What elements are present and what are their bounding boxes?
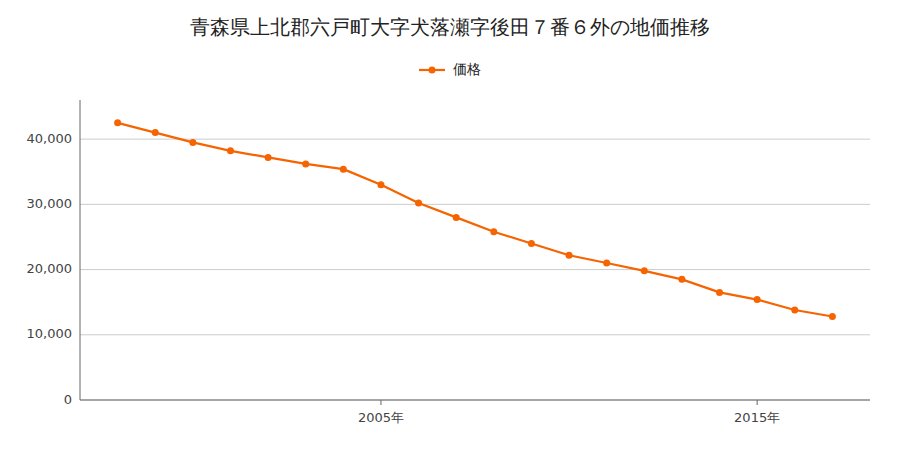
grid-line (80, 400, 870, 401)
point (791, 307, 798, 314)
point (152, 129, 159, 136)
point (453, 214, 460, 221)
title: 青森県上北郡六戸町大字犬落瀬字後田７番６外の地価推移 (190, 15, 710, 39)
y-axis-line (80, 100, 81, 400)
point (265, 154, 272, 161)
point (716, 289, 723, 296)
y-tick-label: 30,000 (27, 196, 73, 211)
point (227, 147, 234, 154)
y-tick-label: 0 (64, 392, 72, 407)
x-tick (757, 400, 758, 405)
point (189, 139, 196, 146)
x-tick (380, 400, 381, 405)
x-tick-label: 2005年 (358, 410, 404, 425)
point (377, 181, 384, 188)
point (114, 119, 121, 126)
x-tick-label: 2015年 (734, 410, 780, 425)
point (678, 276, 685, 283)
point (340, 166, 347, 173)
grid-line (80, 204, 870, 205)
legend-label: 価格 (453, 61, 481, 77)
point (490, 228, 497, 235)
axes: 0 10,000 20,000 30,000 40,000 2005年 2015年 (27, 100, 871, 425)
point (528, 240, 535, 247)
point (603, 260, 610, 267)
x-axis-line (80, 400, 870, 401)
point (302, 160, 309, 167)
y-tick-label: 20,000 (27, 261, 73, 276)
chart: 青森県上北郡六戸町大字犬落瀬字後田７番６外の地価推移 0 10,000 20,000 3… (0, 0, 900, 450)
point (829, 313, 836, 320)
point (754, 296, 761, 303)
y-tick-label: 10,000 (27, 326, 73, 341)
point (641, 267, 648, 274)
y-tick-label: 40,000 (27, 131, 73, 146)
plot-data (114, 119, 836, 320)
legend: 価格 (419, 61, 481, 77)
grid-line (80, 269, 870, 270)
line (118, 123, 833, 317)
grid-line (80, 139, 870, 140)
point (415, 200, 422, 207)
point (566, 252, 573, 259)
legend-marker (429, 67, 436, 74)
grid-line (80, 334, 870, 335)
